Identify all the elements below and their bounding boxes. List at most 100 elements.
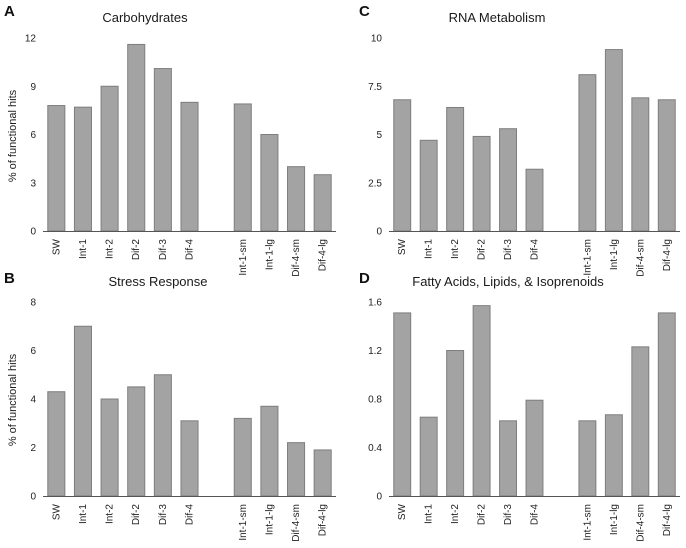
panel-b-bar [127, 386, 146, 497]
panel-c-ytick: 0 [376, 227, 382, 238]
panel-a-bar [260, 134, 279, 232]
panel-a-title: Carbohydrates [102, 10, 188, 25]
panel-a-ytick: 3 [30, 178, 36, 189]
panel-a-xtick: Dif-2 [131, 239, 142, 261]
panel-b-xtick: Dif-3 [158, 504, 169, 526]
panel-b-ytick: 4 [30, 395, 36, 406]
panel-b-label: B [4, 270, 15, 287]
panel-d-ytick: 0.4 [368, 443, 382, 454]
panel-b-xtick: Int-2 [105, 504, 116, 524]
panel-a-xtick: SW [51, 238, 62, 255]
panel-b-ytick: 2 [30, 443, 36, 454]
panel-a-bar [47, 105, 66, 232]
panel-d-xtick: Dif-4-lg [662, 504, 673, 536]
panel-a-bar [153, 68, 172, 232]
panel-b-xtick: SW [51, 503, 62, 520]
panel-b-bar [153, 374, 172, 497]
panel-c-ytick: 7.5 [368, 82, 382, 93]
panel-c-xtick: Dif-2 [477, 239, 488, 261]
panel-a-bar [127, 43, 146, 232]
panel-a-xtick: Int-1 [78, 239, 89, 259]
panel-c-bar [657, 99, 676, 232]
panel-c-bar [472, 135, 491, 232]
panel-d-title: Fatty Acids, Lipids, & Isoprenoids [412, 274, 604, 289]
panel-b-xtick: Dif-4-sm [291, 504, 302, 542]
panel-d-bar [657, 312, 676, 497]
panel-a-bar [287, 166, 306, 232]
panel-c-xtick: Int-1-sm [582, 239, 593, 276]
panel-a-xtick: Dif-3 [158, 239, 169, 261]
panel-d-bar [393, 312, 412, 497]
panel-d-bar [578, 420, 597, 497]
panel-d-ytick: 1.2 [368, 346, 382, 357]
panel-a-xtick: Dif-4-lg [318, 239, 329, 271]
panel-c-xtick: Dif-4-sm [635, 239, 646, 277]
panel-d-xtick: Dif-4-sm [635, 504, 646, 542]
panel-b-bar [233, 417, 252, 497]
panel-d-ytick: 1.6 [368, 298, 382, 309]
panel-b-ytick: 6 [30, 346, 36, 357]
panel-c-bar [419, 139, 438, 232]
panel-b-xtick: Int-1-sm [238, 504, 249, 541]
panel-c-xtick: SW [397, 238, 408, 255]
panel-d-bar [499, 420, 518, 497]
panel-b-xtick: Int-1-lg [264, 504, 275, 535]
panel-b-bar [100, 398, 119, 497]
panel-d-bar [604, 414, 623, 497]
panel-d-xtick: Dif-2 [477, 504, 488, 526]
panel-a-xtick: Int-2 [105, 239, 116, 259]
panel-c-xtick: Dif-4 [530, 239, 541, 261]
panel-d-bar [472, 305, 491, 497]
panel-c-xtick: Int-1-lg [609, 239, 620, 270]
panel-a-xtick: Dif-4 [185, 239, 196, 261]
panel-d-xtick: Int-1-lg [609, 504, 620, 535]
panel-a-label: A [4, 3, 15, 20]
panel-a-ytick: 0 [30, 227, 36, 238]
panel-d-ytick: 0 [376, 492, 382, 503]
panel-d-bar [419, 416, 438, 497]
panel-a-ytick: 6 [30, 130, 36, 141]
panel-c-title: RNA Metabolism [449, 10, 546, 25]
panel-b-ytick: 0 [30, 492, 36, 503]
panel-c-bar [631, 97, 650, 232]
panel-a: A Carbohydrates % of functional hits 0 3 6 9 12… [4, 3, 336, 277]
panel-b: B Stress Response % of functional hits 0 2 4 6… [4, 270, 336, 542]
panel-d-xtick: Int-2 [450, 504, 461, 524]
panel-c-bar [578, 74, 597, 232]
panel-c-bar [604, 49, 623, 232]
panel-a-ytick: 12 [25, 34, 37, 45]
panel-b-xtick: Int-1 [78, 504, 89, 524]
panel-d-label: D [359, 270, 370, 287]
panel-a-bar [73, 106, 92, 232]
panel-a-xtick: Int-1-sm [238, 239, 249, 276]
panel-c-bar [393, 99, 412, 232]
panel-d-xtick: Dif-3 [503, 504, 514, 526]
panel-a-bar [313, 174, 332, 232]
panel-b-bar [180, 420, 199, 497]
panel-d-bar [446, 350, 465, 497]
panel-d-bar [631, 346, 650, 497]
panel-b-bar [73, 325, 92, 497]
panel-c-bar [499, 128, 518, 232]
panel-c-ytick: 5 [376, 130, 382, 141]
panel-c-xtick: Dif-3 [503, 239, 514, 261]
panel-a-bar [100, 85, 119, 232]
panel-b-xtick: Dif-4-lg [318, 504, 329, 536]
panel-c: C RNA Metabolism 0 2.5 5 7.5 10 SW Int-1 Int-2 Dif… [359, 3, 680, 277]
panel-b-ytick: 8 [30, 298, 36, 309]
panel-a-bar [233, 103, 252, 232]
panel-b-bar [260, 405, 279, 497]
panel-b-bar [47, 391, 66, 497]
panel-a-ytick: 9 [30, 82, 36, 93]
panel-b-bar [313, 449, 332, 497]
panel-c-ytick: 2.5 [368, 178, 382, 189]
panel-c-bar [525, 168, 544, 232]
panel-b-ylabel: % of functional hits [7, 353, 19, 446]
panel-d-bar [525, 399, 544, 497]
panel-d: D Fatty Acids, Lipids, & Isoprenoids 0 0.4 0… [359, 270, 680, 542]
panel-c-label: C [359, 3, 370, 20]
panel-c-xtick: Dif-4-lg [662, 239, 673, 271]
panel-a-xtick: Int-1-lg [264, 239, 275, 270]
panel-c-xtick: Int-1 [424, 239, 435, 259]
